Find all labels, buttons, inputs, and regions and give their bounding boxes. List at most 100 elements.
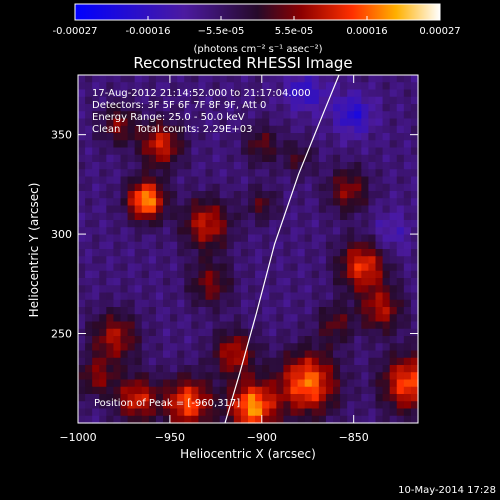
heatmap-cell — [148, 169, 157, 178]
heatmap-cell — [191, 183, 200, 192]
heatmap-cell — [233, 256, 242, 265]
heatmap-cell — [233, 249, 242, 257]
heatmap-cell — [106, 386, 115, 395]
heatmap-cell — [205, 328, 214, 337]
heatmap-cell — [368, 408, 377, 417]
heatmap-cell — [340, 372, 348, 381]
heatmap-cell — [290, 386, 299, 395]
heatmap-cell — [120, 212, 129, 221]
heatmap-cell — [389, 140, 398, 149]
heatmap-cell — [276, 154, 285, 163]
heatmap-cell — [191, 408, 200, 417]
heatmap-cell — [92, 401, 100, 410]
heatmap-cell — [170, 415, 178, 424]
heatmap-cell — [297, 154, 306, 163]
heatmap-cell — [354, 314, 362, 323]
heatmap-cell — [205, 278, 214, 286]
heatmap-cell — [226, 343, 235, 352]
heatmap-cell — [233, 205, 242, 214]
heatmap-cell — [92, 125, 100, 134]
heatmap-cell — [106, 205, 115, 214]
heatmap-cell — [226, 140, 235, 149]
colorbar-tick-label: -0.00027 — [53, 26, 98, 37]
heatmap-cell — [361, 169, 370, 178]
heatmap-cell — [92, 82, 100, 91]
heatmap-cell — [290, 234, 299, 243]
heatmap-cell — [297, 256, 306, 265]
heatmap-cell — [269, 104, 277, 112]
heatmap-cell — [233, 176, 242, 185]
heatmap-cell — [155, 336, 164, 344]
heatmap-cell — [212, 321, 221, 330]
heatmap-cell — [205, 205, 214, 214]
heatmap-cell — [99, 183, 107, 192]
heatmap-cell — [212, 118, 221, 127]
heatmap-cell — [78, 394, 86, 402]
heatmap-cell — [382, 357, 391, 366]
heatmap-cell — [85, 125, 93, 134]
heatmap-cell — [113, 220, 122, 228]
heatmap-cell — [212, 241, 221, 250]
heatmap-cell — [219, 314, 228, 323]
heatmap-cell — [325, 169, 334, 178]
heatmap-cell — [297, 212, 306, 221]
heatmap-cell — [113, 118, 122, 127]
heatmap-cell — [410, 191, 419, 199]
heatmap-cell — [141, 111, 150, 120]
heatmap-cell — [240, 191, 249, 199]
heatmap-cell — [262, 89, 270, 98]
heatmap-cell — [304, 234, 313, 243]
heatmap-cell — [184, 118, 192, 127]
heatmap-cell — [120, 205, 129, 214]
heatmap-cell — [106, 89, 115, 98]
heatmap-cell — [99, 82, 107, 91]
heatmap-cell — [318, 220, 327, 228]
heatmap-cell — [248, 140, 256, 149]
heatmap-cell — [325, 89, 334, 98]
heatmap-cell — [226, 278, 235, 286]
heatmap-cell — [191, 278, 200, 286]
heatmap-cell — [148, 386, 157, 395]
heatmap-cell — [361, 372, 370, 381]
heatmap-cell — [368, 256, 377, 265]
heatmap-cell — [85, 241, 93, 250]
heatmap-cell — [170, 125, 178, 134]
heatmap-cell — [141, 191, 150, 199]
heatmap-cell — [226, 321, 235, 330]
heatmap-cell — [340, 307, 348, 315]
heatmap-cell — [106, 75, 115, 83]
heatmap-cell — [269, 299, 277, 308]
heatmap-cell — [219, 408, 228, 417]
heatmap-cell — [78, 176, 86, 185]
heatmap-cell — [283, 285, 292, 294]
heatmap-cell — [141, 140, 150, 149]
heatmap-cell — [233, 241, 242, 250]
heatmap-cell — [219, 386, 228, 395]
heatmap-cell — [368, 270, 377, 279]
heatmap-cell — [106, 96, 115, 105]
heatmap-cell — [311, 220, 320, 228]
heatmap-cell — [99, 205, 107, 214]
heatmap-cell — [127, 118, 136, 127]
heatmap-cell — [290, 285, 299, 294]
heatmap-cell — [113, 75, 122, 83]
heatmap-cell — [120, 256, 129, 265]
heatmap-cell — [226, 379, 235, 388]
heatmap-cell — [382, 249, 391, 257]
heatmap-cell — [311, 408, 320, 417]
heatmap-cell — [177, 350, 185, 359]
heatmap-cell — [410, 220, 419, 228]
heatmap-cell — [191, 241, 200, 250]
heatmap-cell — [283, 249, 292, 257]
heatmap-cell — [262, 263, 270, 272]
heatmap-cell — [269, 285, 277, 294]
heatmap-cell — [198, 328, 207, 337]
heatmap-cell — [396, 125, 405, 134]
heatmap-cell — [283, 191, 292, 199]
heatmap-cell — [410, 292, 419, 301]
heatmap-cell — [212, 350, 221, 359]
heatmap-cell — [177, 307, 185, 315]
heatmap-cell — [226, 234, 235, 243]
heatmap-cell — [106, 234, 115, 243]
heatmap-cell — [148, 147, 157, 156]
